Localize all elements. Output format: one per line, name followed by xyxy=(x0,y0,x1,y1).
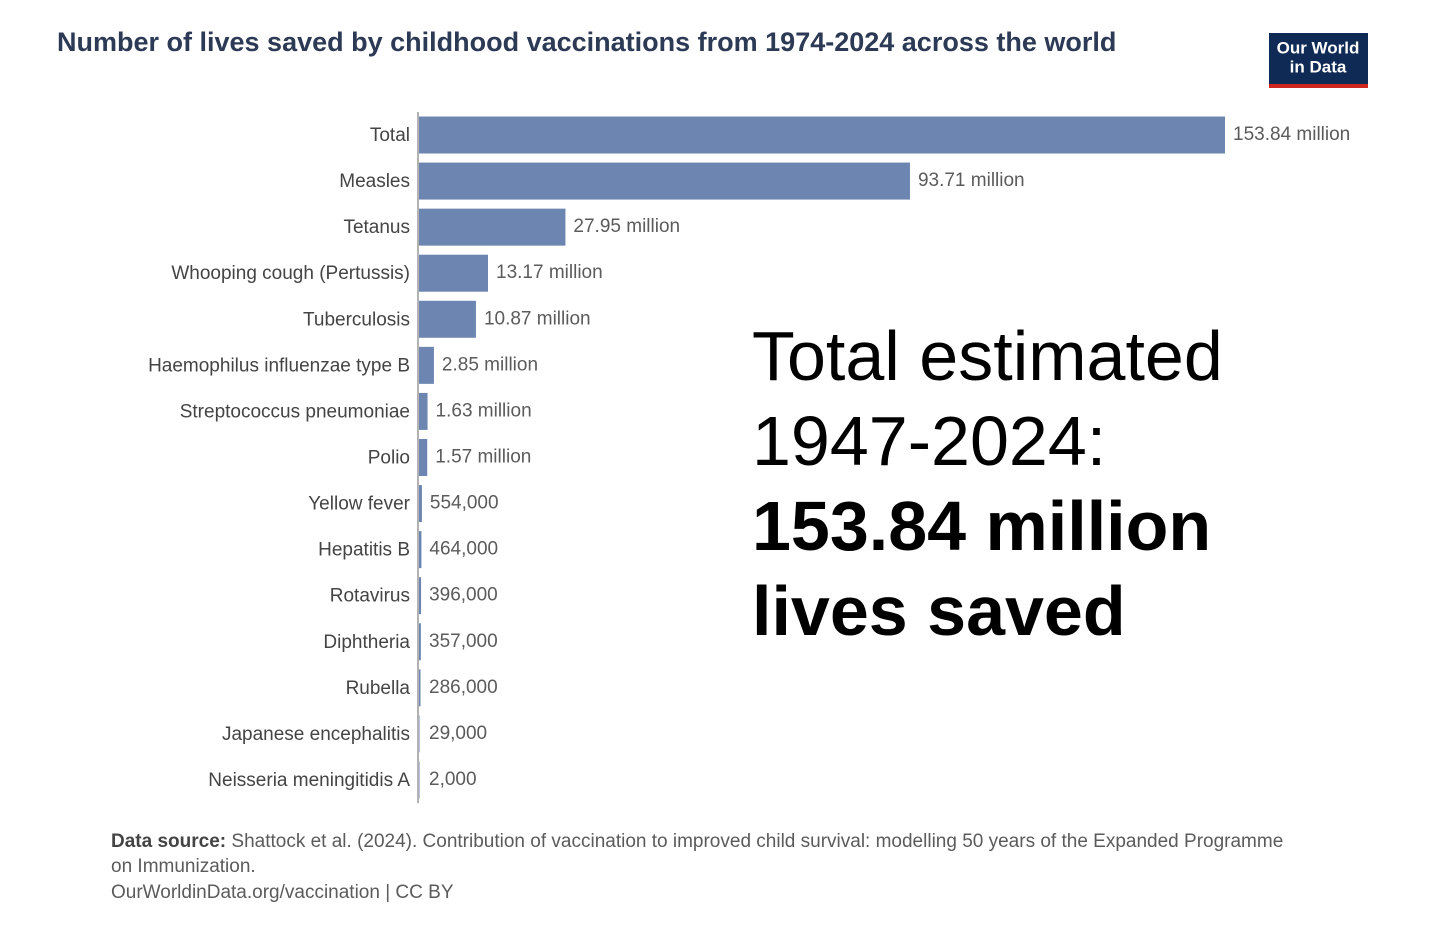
category-label: Measles xyxy=(339,171,410,192)
bar xyxy=(419,577,422,615)
value-label: 1.63 million xyxy=(436,400,532,421)
bar xyxy=(419,162,910,200)
value-label: 464,000 xyxy=(429,539,498,560)
value-label: 93.71 million xyxy=(918,170,1025,191)
bar xyxy=(419,715,420,753)
footer: OurWorldinData.org/vaccination | CC BY xyxy=(111,882,454,903)
bar xyxy=(419,485,422,523)
category-label: Tuberculosis xyxy=(303,309,410,330)
category-label: Japanese encephalitis xyxy=(222,724,410,745)
category-label: Haemophilus influenzae type B xyxy=(148,355,410,376)
bar xyxy=(419,346,434,384)
category-label: Total xyxy=(370,125,410,146)
bar xyxy=(419,300,476,338)
logo-underline xyxy=(1269,84,1368,88)
bar xyxy=(419,438,428,476)
value-label: 396,000 xyxy=(429,585,498,606)
annotation-emphasis: 153.84 million lives saved xyxy=(752,487,1212,650)
bar xyxy=(419,208,566,246)
source-text: Shattock et al. (2024). Contribution of … xyxy=(111,831,1284,877)
value-label: 357,000 xyxy=(429,631,498,652)
bar xyxy=(419,392,428,430)
category-label: Whooping cough (Pertussis) xyxy=(171,263,410,284)
source: Data source: Shattock et al. (2024). Con… xyxy=(111,829,1291,879)
annotation-text: Total estimated 1947-2024: xyxy=(752,317,1223,480)
value-label: 2,000 xyxy=(429,769,477,790)
logo-bg xyxy=(1269,33,1368,85)
category-label: Yellow fever xyxy=(308,494,410,515)
value-label: 27.95 million xyxy=(573,216,680,237)
category-label: Tetanus xyxy=(343,217,410,238)
value-label: 29,000 xyxy=(429,723,487,744)
category-label: Diphtheria xyxy=(323,632,410,653)
value-label: 554,000 xyxy=(430,493,499,514)
chart-title: Number of lives saved by childhood vacci… xyxy=(57,27,1116,57)
bar xyxy=(419,669,421,707)
category-label: Rubella xyxy=(346,678,411,699)
logo-text: in Data xyxy=(1290,57,1347,76)
source-label: Data source: xyxy=(111,831,227,852)
value-label: 286,000 xyxy=(429,677,498,698)
annotation: Total estimated 1947-2024: 153.84 millio… xyxy=(752,314,1272,654)
bar xyxy=(419,623,421,661)
value-label: 10.87 million xyxy=(484,308,591,329)
category-label: Streptococcus pneumoniae xyxy=(180,401,410,422)
bar xyxy=(419,761,420,799)
category-label: Polio xyxy=(368,448,410,469)
category-label: Rotavirus xyxy=(330,586,410,607)
bar xyxy=(419,116,1225,154)
category-label: Hepatitis B xyxy=(318,540,410,561)
value-label: 1.57 million xyxy=(435,447,531,468)
value-label: 13.17 million xyxy=(496,262,603,283)
value-label: 153.84 million xyxy=(1233,124,1350,145)
category-label: Neisseria meningitidis A xyxy=(208,770,410,791)
logo-text: Our World xyxy=(1277,38,1360,57)
bar xyxy=(419,531,422,569)
value-label: 2.85 million xyxy=(442,354,538,375)
logo: Our World in Data xyxy=(1269,33,1368,88)
bar xyxy=(419,254,489,292)
